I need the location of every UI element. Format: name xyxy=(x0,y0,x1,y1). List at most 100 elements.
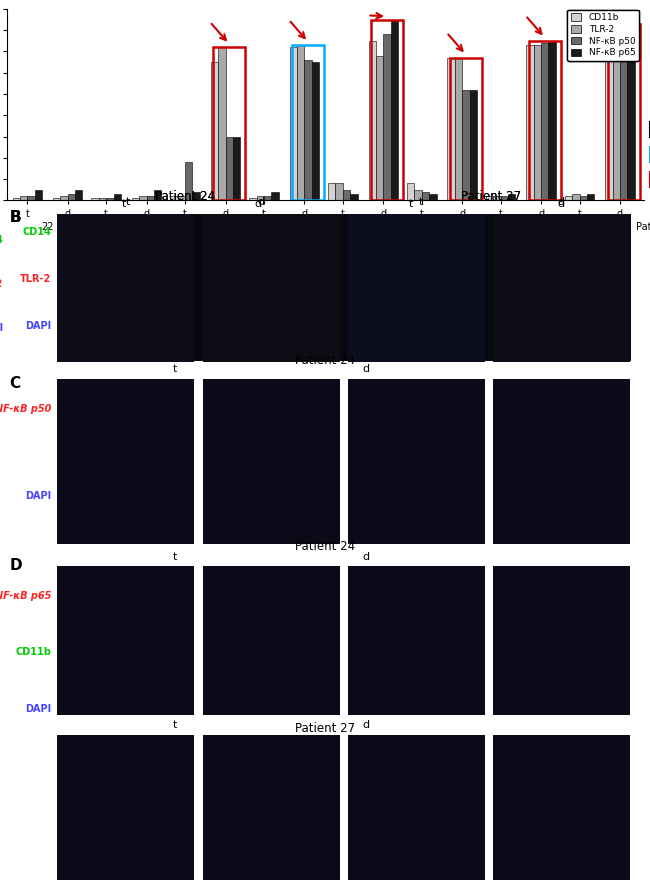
Text: Patient 27: Patient 27 xyxy=(461,190,521,202)
Bar xyxy=(185,162,192,201)
Bar xyxy=(526,45,534,201)
Text: Patient 24: Patient 24 xyxy=(295,540,355,553)
Bar xyxy=(132,198,139,201)
Bar xyxy=(290,47,297,201)
Text: DAPI: DAPI xyxy=(25,322,51,332)
Bar xyxy=(612,30,620,201)
Bar xyxy=(75,190,83,201)
Bar xyxy=(407,184,415,201)
Bar xyxy=(271,192,279,201)
Bar xyxy=(580,196,587,201)
Bar xyxy=(12,198,20,201)
Text: C: C xyxy=(10,375,21,391)
Text: Patient 24: Patient 24 xyxy=(295,354,355,367)
Bar xyxy=(34,190,42,201)
FancyBboxPatch shape xyxy=(57,213,630,361)
Text: d: d xyxy=(557,199,564,210)
Bar xyxy=(60,196,68,201)
Bar xyxy=(226,136,233,201)
Text: DAPI: DAPI xyxy=(0,323,3,333)
FancyBboxPatch shape xyxy=(203,213,340,362)
Bar xyxy=(139,196,147,201)
Bar xyxy=(257,196,264,201)
Bar xyxy=(572,194,580,201)
Text: d: d xyxy=(363,720,370,730)
Text: Patient 24: Patient 24 xyxy=(155,190,215,202)
Bar xyxy=(170,196,177,201)
Bar xyxy=(549,41,556,201)
Bar xyxy=(304,60,312,201)
Text: B: B xyxy=(10,211,21,226)
FancyBboxPatch shape xyxy=(493,735,630,881)
Bar xyxy=(620,26,627,201)
Bar xyxy=(335,184,343,201)
Bar xyxy=(469,90,477,201)
Text: TLR-2: TLR-2 xyxy=(0,279,3,289)
Bar xyxy=(92,198,99,201)
Bar xyxy=(450,58,482,201)
Text: d: d xyxy=(363,552,370,562)
Bar xyxy=(99,198,106,201)
Bar xyxy=(534,45,541,201)
FancyBboxPatch shape xyxy=(493,213,630,362)
Text: CD14: CD14 xyxy=(22,228,51,237)
FancyBboxPatch shape xyxy=(494,213,630,361)
Text: CD11b: CD11b xyxy=(15,647,51,658)
FancyBboxPatch shape xyxy=(348,735,485,881)
Text: t: t xyxy=(173,552,177,562)
Bar xyxy=(114,194,121,201)
Bar xyxy=(587,194,594,201)
Bar xyxy=(264,196,271,201)
Bar xyxy=(177,196,185,201)
FancyBboxPatch shape xyxy=(57,566,194,715)
Text: Patient 24: Patient 24 xyxy=(155,190,215,203)
Text: t: t xyxy=(419,196,422,206)
Text: t: t xyxy=(409,199,413,210)
Bar xyxy=(605,34,612,201)
Text: d: d xyxy=(258,196,265,206)
FancyBboxPatch shape xyxy=(493,379,630,545)
Bar xyxy=(292,45,324,201)
Bar xyxy=(493,196,501,201)
Bar xyxy=(565,196,572,201)
Text: 26: 26 xyxy=(357,221,369,231)
Bar xyxy=(371,20,403,201)
Bar xyxy=(312,62,319,201)
Bar xyxy=(376,56,384,201)
FancyBboxPatch shape xyxy=(198,213,328,361)
FancyBboxPatch shape xyxy=(348,566,485,715)
Bar xyxy=(211,62,218,201)
Bar xyxy=(627,24,635,201)
Bar xyxy=(415,190,422,201)
Text: Patients: Patients xyxy=(636,221,650,231)
Bar xyxy=(27,196,34,201)
Text: NF-κB p50: NF-κB p50 xyxy=(0,404,51,414)
Text: d: d xyxy=(255,199,262,210)
Text: D: D xyxy=(10,558,22,573)
Text: 24: 24 xyxy=(199,221,211,231)
Bar xyxy=(369,41,376,201)
Bar xyxy=(154,190,161,201)
Text: 28: 28 xyxy=(515,221,527,231)
Text: t: t xyxy=(125,196,130,206)
FancyBboxPatch shape xyxy=(57,213,188,361)
Legend: CD11b, TLR-2, NF-κB p50, NF-κB p65: CD11b, TLR-2, NF-κB p50, NF-κB p65 xyxy=(567,10,639,61)
Bar xyxy=(529,41,561,201)
Text: NF-κB p65: NF-κB p65 xyxy=(0,591,51,601)
FancyBboxPatch shape xyxy=(57,735,194,881)
Text: DAPI: DAPI xyxy=(25,491,51,501)
Text: B: B xyxy=(10,211,21,226)
Bar xyxy=(462,90,469,201)
FancyBboxPatch shape xyxy=(348,213,485,362)
Text: 25: 25 xyxy=(278,221,291,231)
Text: 27: 27 xyxy=(436,221,448,231)
Bar xyxy=(447,58,455,201)
Bar xyxy=(213,47,245,201)
Bar xyxy=(218,47,226,201)
FancyBboxPatch shape xyxy=(493,566,630,715)
Text: Patient 27: Patient 27 xyxy=(461,190,521,203)
FancyBboxPatch shape xyxy=(203,566,340,715)
Text: CD14: CD14 xyxy=(0,235,3,246)
Text: t: t xyxy=(173,720,177,730)
Bar xyxy=(486,196,493,201)
